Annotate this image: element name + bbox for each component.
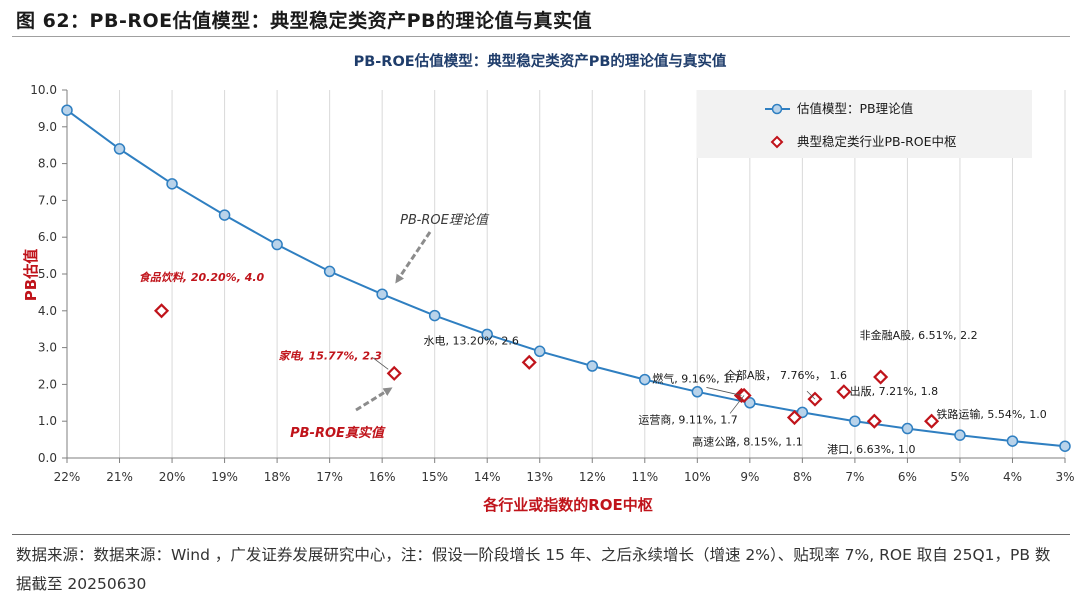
industry-point xyxy=(924,413,940,429)
annotation-theoretical: PB-ROE理论值 xyxy=(400,213,490,228)
x-tick-label: 13% xyxy=(526,470,553,484)
axes: 22% 21% 20% 19% 18% 17% 16% 15% 14% 13% 12% 11% 10% 9… xyxy=(30,83,1074,484)
industry-point-label: 非金融A股, 6.51%, 2.2 xyxy=(860,328,978,342)
x-tick-label: 21% xyxy=(106,470,133,484)
x-tick-label: 22% xyxy=(54,470,81,484)
theory-point xyxy=(113,143,126,155)
industry-point xyxy=(836,384,852,400)
theory-point xyxy=(323,265,336,278)
source-note: 数据来源：数据来源：Wind ，广发证券发展研究中心，注：假设一阶段增长 15 … xyxy=(16,546,1051,593)
annotation-real: PB-ROE真实值 xyxy=(290,425,386,441)
x-axis-title: 各行业或指数的ROE中枢 xyxy=(482,496,653,514)
y-tick-label: 9.0 xyxy=(38,120,57,134)
theory-point xyxy=(533,345,546,358)
chart-container: PB-ROE估值模型：典型稳定类资产PB的理论值与真实值 22% 21% 20% 19… xyxy=(0,40,1080,530)
industry-point xyxy=(153,303,170,319)
industry-point xyxy=(866,413,882,429)
x-tick-label: 19% xyxy=(211,470,238,484)
y-tick-label: 2.0 xyxy=(38,377,57,391)
industry-point-label: 家电, 15.77%, 2.3 xyxy=(279,349,383,362)
industry-point xyxy=(521,354,537,370)
x-tick-label: 9% xyxy=(740,470,759,484)
x-tick-label: 4% xyxy=(1003,470,1022,484)
legend: 估值模型：PB理论值 典型稳定类行业PB-ROE中枢 xyxy=(697,90,1032,158)
x-tick-label: 16% xyxy=(369,470,396,484)
label-leader-line xyxy=(729,395,745,414)
theory-point xyxy=(639,373,651,386)
x-tick-label: 12% xyxy=(579,470,606,484)
industry-point-label: 高速公路, 8.15%, 1.1 xyxy=(692,435,802,449)
theory-point xyxy=(61,104,73,116)
theory-series xyxy=(61,104,1071,452)
y-axis-title: PB估值 xyxy=(22,249,40,301)
x-tick-label: 10% xyxy=(684,470,711,484)
x-tick-label: 7% xyxy=(845,470,864,484)
theory-point xyxy=(166,178,178,190)
industry-point xyxy=(386,365,402,381)
theory-point xyxy=(901,422,914,435)
legend-label-real: 典型稳定类行业PB-ROE中枢 xyxy=(797,134,957,149)
annotation-real-arrow xyxy=(355,387,393,412)
theory-point xyxy=(954,429,966,441)
theory-point xyxy=(586,360,599,372)
theory-point xyxy=(218,209,231,221)
x-tick-label: 5% xyxy=(950,470,969,484)
y-tick-label: 7.0 xyxy=(38,193,57,207)
annotations-layer: PB-ROE理论值 PB-ROE真实值 xyxy=(290,213,490,441)
chart-title: PB-ROE估值模型：典型稳定类资产PB的理论值与真实值 xyxy=(354,52,727,70)
industry-series xyxy=(153,303,940,429)
industry-point-label: 铁路运输, 5.54%, 1.0 xyxy=(936,407,1046,421)
x-tick-label: 17% xyxy=(316,470,343,484)
theory-point xyxy=(1059,440,1071,452)
y-tick-label: 1.0 xyxy=(38,414,57,428)
y-tick-label: 5.0 xyxy=(38,267,57,281)
x-tick-label: 14% xyxy=(474,470,501,484)
legend-box xyxy=(697,90,1032,158)
label-leader-line xyxy=(806,390,816,400)
y-tick-label: 10.0 xyxy=(30,83,57,97)
industry-point-label: 出版, 7.21%, 1.8 xyxy=(850,384,938,398)
legend-label-theory: 估值模型：PB理论值 xyxy=(797,101,913,116)
figure-title: 图 62：PB-ROE估值模型：典型稳定类资产PB的理论值与真实值 xyxy=(16,10,593,32)
industry-point-label: 运营商, 9.11%, 1.7 xyxy=(638,412,737,426)
label-leader-line xyxy=(706,387,742,396)
theory-point xyxy=(428,309,441,322)
theory-line xyxy=(66,109,1066,448)
industry-point xyxy=(873,369,889,385)
theory-point xyxy=(1006,435,1019,447)
theory-point xyxy=(744,397,756,409)
y-tick-label: 6.0 xyxy=(38,230,57,244)
industry-point xyxy=(786,409,803,426)
industry-point-label: 港口, 6.63%, 1.0 xyxy=(827,443,915,456)
theory-point xyxy=(796,406,809,419)
annotation-theoretical-arrow xyxy=(395,231,432,284)
industry-point-label: 全部A股， 7.76%， 1.6 xyxy=(725,368,847,382)
label-leader-line xyxy=(371,357,389,370)
x-tick-label: 20% xyxy=(159,470,186,484)
theory-point xyxy=(376,288,388,300)
y-tick-label: 3.0 xyxy=(38,341,57,355)
legend-circle-swatch xyxy=(771,103,783,115)
y-tick-label: 4.0 xyxy=(38,304,57,318)
theory-point xyxy=(849,415,861,427)
industry-point-label: 水电, 13.20%, 2.6 xyxy=(424,334,519,347)
theory-point xyxy=(691,386,704,398)
data-labels: 食品饮料, 20.20%, 4.0 家电, 15.77%, 2.3 水电, 13.2… xyxy=(139,271,1047,456)
pb-roe-chart: PB-ROE估值模型：典型稳定类资产PB的理论值与真实值 22% 21% 20% 19… xyxy=(22,52,1075,514)
x-tick-label: 15% xyxy=(421,470,448,484)
x-tick-label: 11% xyxy=(631,470,658,484)
title-divider xyxy=(12,36,1070,37)
legend-diamond-swatch xyxy=(770,135,784,149)
x-tick-label: 18% xyxy=(264,470,291,484)
x-tick-label: 8% xyxy=(793,470,812,484)
y-tick-label: 8.0 xyxy=(38,157,57,171)
theory-point xyxy=(481,328,493,341)
theory-point xyxy=(271,238,283,251)
source-divider xyxy=(12,534,1070,535)
x-tick-label: 6% xyxy=(898,470,917,484)
x-tick-label: 3% xyxy=(1055,470,1074,484)
y-tick-label: 0.0 xyxy=(38,451,57,465)
industry-point-label: 食品饮料, 20.20%, 4.0 xyxy=(139,271,265,284)
industry-point-label: 燃气, 9.16%, 1.7 xyxy=(652,371,740,385)
